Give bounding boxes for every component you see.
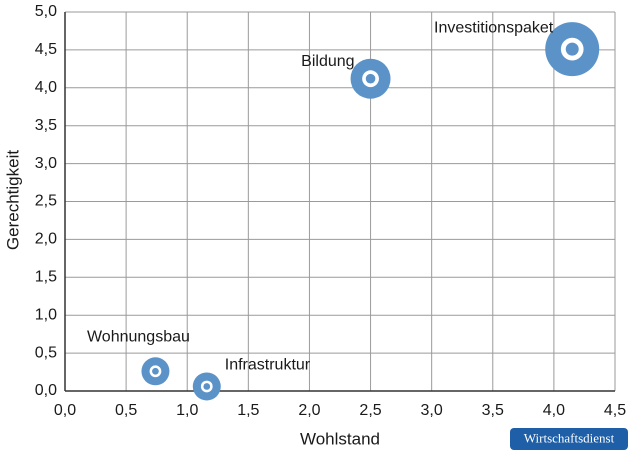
y-tick-label: 0,0	[35, 382, 57, 399]
bubble-core	[565, 42, 579, 56]
x-tick-label: 3,0	[421, 402, 443, 419]
y-tick-label: 5,0	[35, 3, 57, 20]
bubble-core	[203, 383, 211, 390]
point-label: Investitionspaket	[434, 19, 554, 36]
point-label: Bildung	[301, 53, 354, 70]
x-axis-title: Wohlstand	[300, 429, 380, 448]
y-tick-label: 1,0	[35, 306, 57, 323]
y-tick-label: 3,5	[35, 117, 57, 134]
y-tick-label: 0,5	[35, 344, 57, 361]
x-tick-label: 2,0	[298, 402, 320, 419]
point-label: Infrastruktur	[225, 357, 311, 374]
badge: Wirtschaftsdienst	[524, 430, 615, 445]
bubble-core	[152, 367, 159, 375]
x-tick-label: 3,5	[482, 402, 504, 419]
y-tick-label: 1,5	[35, 269, 57, 286]
y-tick-label: 2,5	[35, 193, 57, 210]
badge-bg	[510, 428, 628, 450]
y-axis-title: Gerechtigkeit	[3, 150, 22, 250]
x-tick-label: 4,0	[543, 402, 565, 419]
y-tick-label: 3,0	[35, 155, 57, 172]
x-tick-label: 4,5	[604, 402, 626, 419]
y-tick-label: 4,0	[35, 79, 57, 96]
y-tick-label: 4,5	[35, 41, 57, 58]
x-tick-label: 1,0	[176, 402, 198, 419]
x-tick-label: 0,0	[54, 402, 76, 419]
x-tick-label: 1,5	[237, 402, 259, 419]
x-tick-label: 2,5	[359, 402, 381, 419]
bubble-core	[365, 73, 376, 84]
x-tick-label: 0,5	[115, 402, 137, 419]
y-tick-label: 2,0	[35, 231, 57, 248]
point-label: Wohnungsbau	[87, 329, 190, 346]
